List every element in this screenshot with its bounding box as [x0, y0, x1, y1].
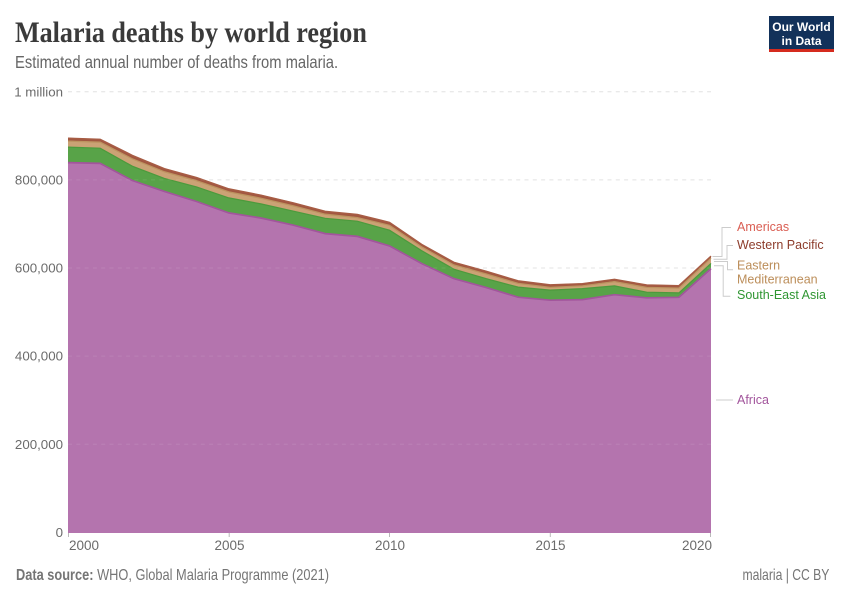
- svg-text:1 million: 1 million: [14, 84, 63, 99]
- svg-text:Americas: Americas: [737, 220, 789, 234]
- svg-text:2010: 2010: [375, 538, 405, 553]
- svg-text:800,000: 800,000: [15, 173, 63, 188]
- svg-text:South-East Asia: South-East Asia: [737, 288, 826, 302]
- svg-text:2005: 2005: [214, 538, 244, 553]
- svg-text:Mediterranean: Mediterranean: [737, 273, 818, 287]
- svg-text:400,000: 400,000: [15, 349, 63, 364]
- svg-text:Africa: Africa: [737, 393, 769, 407]
- svg-text:2020: 2020: [682, 538, 712, 553]
- svg-text:200,000: 200,000: [15, 437, 63, 452]
- svg-text:2000: 2000: [69, 538, 99, 553]
- svg-text:Western Pacific: Western Pacific: [737, 238, 824, 252]
- svg-text:2015: 2015: [535, 538, 565, 553]
- svg-text:0: 0: [56, 525, 63, 540]
- svg-text:600,000: 600,000: [15, 261, 63, 276]
- svg-text:Eastern: Eastern: [737, 259, 780, 273]
